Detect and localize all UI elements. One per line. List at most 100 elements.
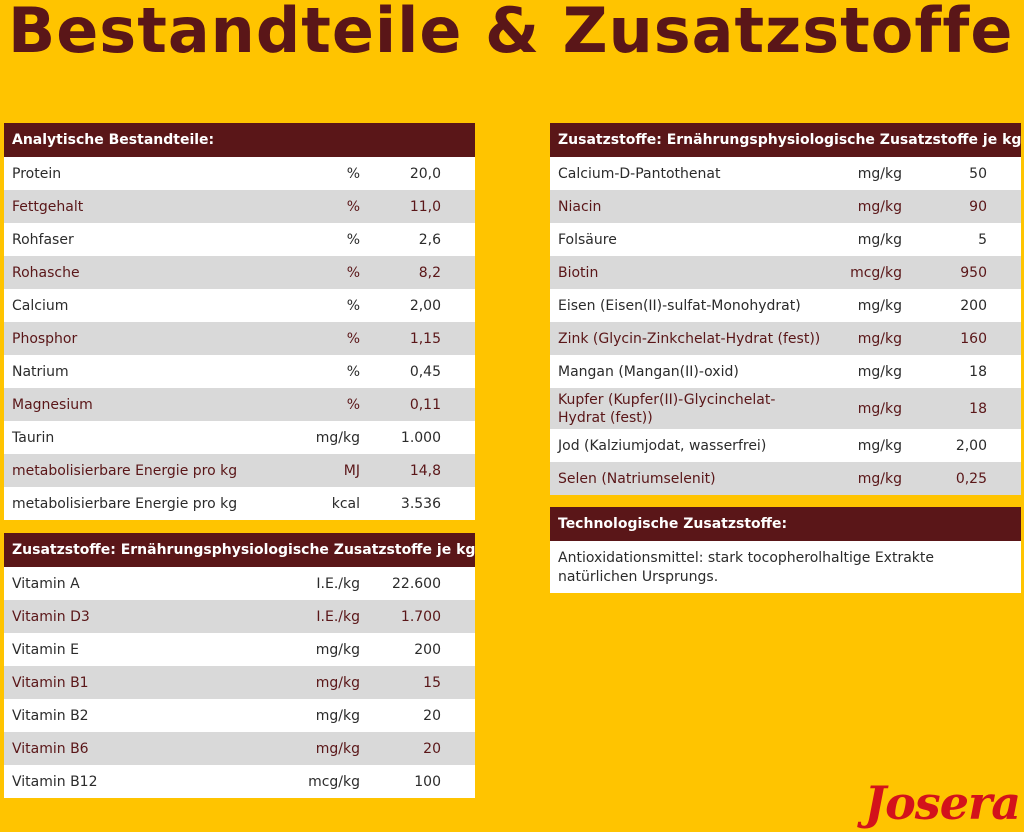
- row-unit: %: [274, 388, 368, 421]
- row-name: Zink (Glycin-Zinkchelat-Hydrat (fest)): [550, 322, 830, 355]
- vitamins-header: Zusatzstoffe: Ernährungsphysiologische Z…: [4, 533, 475, 567]
- row-value: 1.700: [368, 600, 475, 633]
- row-value: 20: [368, 732, 475, 765]
- row-unit: mg/kg: [315, 429, 360, 446]
- table-row: Rohfaser% 2,6: [4, 223, 475, 256]
- row-value: 0,25: [910, 462, 1021, 495]
- row-unit: mg/kg: [857, 297, 902, 314]
- row-name: Folsäure: [558, 231, 617, 248]
- row-value: 14,8: [368, 454, 475, 487]
- analytic-rows: Protein% 20,0 Fettgehalt% 11,0 Rohfaser% 2,6 R…: [4, 157, 475, 520]
- row-name: Kupfer (Kupfer(II)-Glycinchelat-Hydrat (…: [550, 388, 830, 429]
- row-name: Protein: [12, 165, 62, 182]
- row-unit: kcal: [331, 495, 360, 512]
- row-unit: MJ: [274, 454, 368, 487]
- row-value: 1,15: [368, 322, 475, 355]
- row-unit: mg/kg: [857, 437, 902, 454]
- analytic-panel: Analytische Bestandteile: Protein% 20,0 Fe…: [4, 123, 475, 520]
- row-unit: mg/kg: [830, 462, 910, 495]
- row-unit: mg/kg: [857, 231, 902, 248]
- table-row: Vitamin B12 mcg/kg 100: [4, 765, 475, 798]
- row-unit: %: [346, 363, 360, 380]
- table-row: Natrium% 0,45: [4, 355, 475, 388]
- row-value: 200: [960, 297, 987, 314]
- row-value: 50: [969, 165, 987, 182]
- row-value: 22.600: [392, 575, 441, 592]
- row-unit: %: [346, 165, 360, 182]
- row-name: Vitamin B6: [4, 732, 274, 765]
- row-unit: %: [274, 256, 368, 289]
- analytic-header: Analytische Bestandteile:: [4, 123, 475, 157]
- row-name: Jod (Kalziumjodat, wasserfrei): [558, 437, 767, 454]
- row-value: 1.000: [400, 429, 441, 446]
- row-value: 5: [978, 231, 987, 248]
- table-row: metabolisierbare Energie pro kg MJ 14,8: [4, 454, 475, 487]
- page-title: Bestandteile & Zusatzstoffe: [8, 0, 1014, 67]
- table-row: Vitamin A I.E./kg 22.600: [4, 567, 475, 600]
- row-unit: mg/kg: [274, 666, 368, 699]
- row-value: 8,2: [368, 256, 475, 289]
- table-row: Biotin mcg/kg 950: [550, 256, 1021, 289]
- table-row: Taurin mg/kg 1.000: [4, 421, 475, 454]
- analytic-table: Protein% 20,0 Fettgehalt% 11,0 Rohfaser% 2,6 R…: [4, 157, 475, 520]
- minerals-rows: Calcium-D-Pantothenat mg/kg 50 Niacin mg/kg 9…: [550, 157, 1021, 495]
- row-unit: mg/kg: [830, 322, 910, 355]
- table-row: Vitamin E mg/kg 200: [4, 633, 475, 666]
- table-row: Rohasche% 8,2: [4, 256, 475, 289]
- row-value: 200: [414, 641, 441, 658]
- row-name: metabolisierbare Energie pro kg: [4, 454, 274, 487]
- row-value: 2,6: [418, 231, 441, 248]
- row-name: Calcium-D-Pantothenat: [558, 165, 721, 182]
- minerals-table: Calcium-D-Pantothenat mg/kg 50 Niacin mg/kg 9…: [550, 157, 1021, 495]
- row-name: Phosphor: [4, 322, 274, 355]
- row-unit: %: [274, 322, 368, 355]
- table-row: Vitamin B1 mg/kg 15: [4, 666, 475, 699]
- row-unit: %: [346, 297, 360, 314]
- row-name: Mangan (Mangan(II)-oxid): [558, 363, 739, 380]
- row-name: Vitamin B12: [12, 773, 98, 790]
- row-value: 950: [910, 256, 1021, 289]
- table-row: Folsäure mg/kg 5: [550, 223, 1021, 256]
- row-unit: mg/kg: [857, 165, 902, 182]
- minerals-header: Zusatzstoffe: Ernährungsphysiologische Z…: [550, 123, 1021, 157]
- technological-header: Technologische Zusatzstoffe:: [550, 507, 1021, 541]
- row-value: 0,45: [409, 363, 441, 380]
- row-unit: I.E./kg: [316, 575, 360, 592]
- table-row: Vitamin B6 mg/kg 20: [4, 732, 475, 765]
- table-row: Kupfer (Kupfer(II)-Glycinchelat-Hydrat (…: [550, 388, 1021, 429]
- row-name: Calcium: [12, 297, 69, 314]
- row-name: Rohfaser: [12, 231, 74, 248]
- row-name: Niacin: [550, 190, 830, 223]
- table-row: Vitamin D3 I.E./kg 1.700: [4, 600, 475, 633]
- row-name: Fettgehalt: [4, 190, 274, 223]
- row-name: Taurin: [12, 429, 55, 446]
- table-row: Calcium-D-Pantothenat mg/kg 50: [550, 157, 1021, 190]
- row-unit: mg/kg: [830, 388, 910, 429]
- row-value: 160: [910, 322, 1021, 355]
- row-unit: %: [274, 190, 368, 223]
- row-name: Rohasche: [4, 256, 274, 289]
- row-name: Vitamin B1: [4, 666, 274, 699]
- table-row: Jod (Kalziumjodat, wasserfrei) mg/kg 2,00: [550, 429, 1021, 462]
- row-value: 0,11: [368, 388, 475, 421]
- row-unit: mg/kg: [315, 641, 360, 658]
- row-name: Eisen (Eisen(II)-sulfat-Monohydrat): [558, 297, 801, 314]
- row-name: Vitamin A: [12, 575, 80, 592]
- vitamins-panel: Zusatzstoffe: Ernährungsphysiologische Z…: [4, 533, 475, 798]
- row-unit: I.E./kg: [274, 600, 368, 633]
- row-name: Natrium: [12, 363, 69, 380]
- table-row: Phosphor% 1,15: [4, 322, 475, 355]
- technological-panel: Technologische Zusatzstoffe: Antioxidati…: [550, 507, 1021, 593]
- row-value: 3.536: [400, 495, 441, 512]
- table-row: Niacin mg/kg 90: [550, 190, 1021, 223]
- row-name: metabolisierbare Energie pro kg: [12, 495, 238, 512]
- row-unit: %: [346, 231, 360, 248]
- vitamins-rows: Vitamin A I.E./kg 22.600 Vitamin D3 I.E./kg 1…: [4, 567, 475, 798]
- row-value: 90: [910, 190, 1021, 223]
- row-unit: mg/kg: [830, 190, 910, 223]
- row-unit: mcg/kg: [308, 773, 360, 790]
- technological-text: Antioxidationsmittel: stark tocopherolha…: [558, 550, 934, 585]
- table-row: Zink (Glycin-Zinkchelat-Hydrat (fest)) mg…: [550, 322, 1021, 355]
- minerals-panel: Zusatzstoffe: Ernährungsphysiologische Z…: [550, 123, 1021, 495]
- row-unit: mg/kg: [857, 363, 902, 380]
